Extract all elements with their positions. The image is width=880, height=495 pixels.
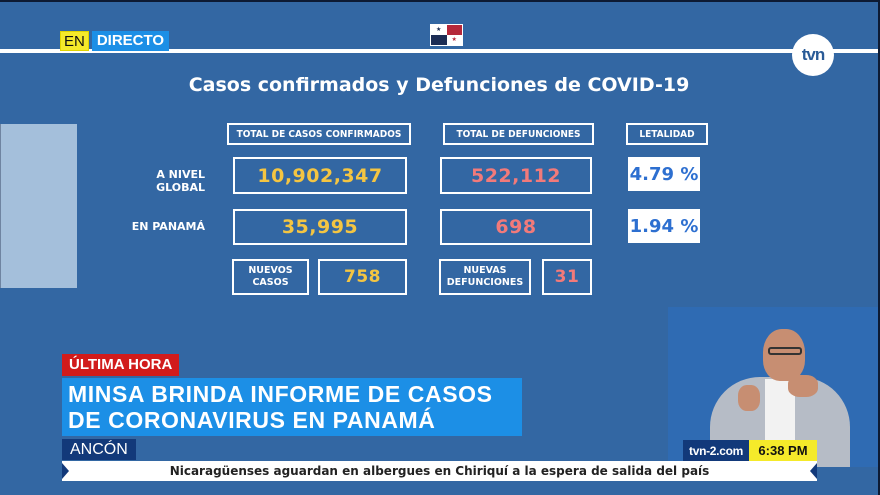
headline: MINSA BRINDA INFORME DE CASOS DE CORONAV… [62,378,522,436]
panama-flag-icon: ★ ★ [430,24,463,46]
panama-confirmed-value: 35,995 [281,216,359,238]
header-lethality-label: LETALIDAD [639,128,695,140]
header-confirmed-label: TOTAL DE CASOS CONFIRMADOS [236,128,402,140]
live-badge-directo: DIRECTO [91,31,170,51]
new-deaths-label-1: NUEVAS [463,265,507,276]
global-confirmed-value: 10,902,347 [257,164,383,187]
header-deaths: TOTAL DE DEFUNCIONES [443,123,594,145]
panama-confirmed-box: 35,995 [233,209,407,245]
new-deaths-value: 31 [554,267,580,287]
new-cases-label-1: NUEVOS [248,265,293,276]
new-cases-label-box: NUEVOS CASOS [232,259,309,295]
new-cases-box: 758 [318,259,407,295]
location-tag: ANCÓN [62,439,136,460]
live-badge: EN DIRECTO [60,31,170,51]
interpreter-head [763,329,805,381]
breaking-news-tag: ÚLTIMA HORA [62,354,180,376]
panama-deaths-box: 698 [440,209,592,245]
header-lethality: LETALIDAD [626,123,708,145]
new-cases-value: 758 [344,267,381,287]
slide-title: Casos confirmados y Defunciones de COVID… [188,74,690,96]
new-deaths-label-box: NUEVAS DEFUNCIONES [439,259,531,295]
global-lethality-value: 4.79 % [628,157,700,191]
side-panel [0,124,77,288]
live-badge-en: EN [60,31,89,51]
website-tag: tvn-2.com [683,440,749,461]
news-ticker: Nicaragüenses aguardan en albergues en C… [62,461,817,481]
panama-lethality-value: 1.94 % [628,209,700,243]
interpreter-hand-left [738,385,760,411]
global-confirmed-box: 10,902,347 [233,157,407,194]
clock: 6:38 PM [749,440,817,461]
ticker-arrow-left-icon [62,463,69,479]
header-deaths-label: TOTAL DE DEFUNCIONES [456,128,581,140]
new-cases-label-2: CASOS [252,277,289,288]
headline-line-2: DE CORONAVIRUS EN PANAMÁ [68,407,436,433]
row-label-panama: EN PANAMÁ [131,220,205,233]
header-divider [0,49,878,53]
header-confirmed: TOTAL DE CASOS CONFIRMADOS [227,123,411,145]
interpreter-glasses [768,347,802,355]
interpreter-hand-right [788,375,818,397]
global-deaths-value: 522,112 [470,164,562,187]
global-deaths-box: 522,112 [440,157,592,194]
new-deaths-label-2: DEFUNCIONES [446,277,524,288]
ticker-text: Nicaragüenses aguardan en albergues en C… [169,464,710,478]
headline-line-1: MINSA BRINDA INFORME DE CASOS [68,381,493,407]
row-label-global: A NIVEL GLOBAL [156,168,205,194]
panama-deaths-value: 698 [495,216,537,238]
tvn-logo: tvn [792,34,834,76]
ticker-arrow-right-icon [810,463,817,479]
new-deaths-box: 31 [542,259,592,295]
